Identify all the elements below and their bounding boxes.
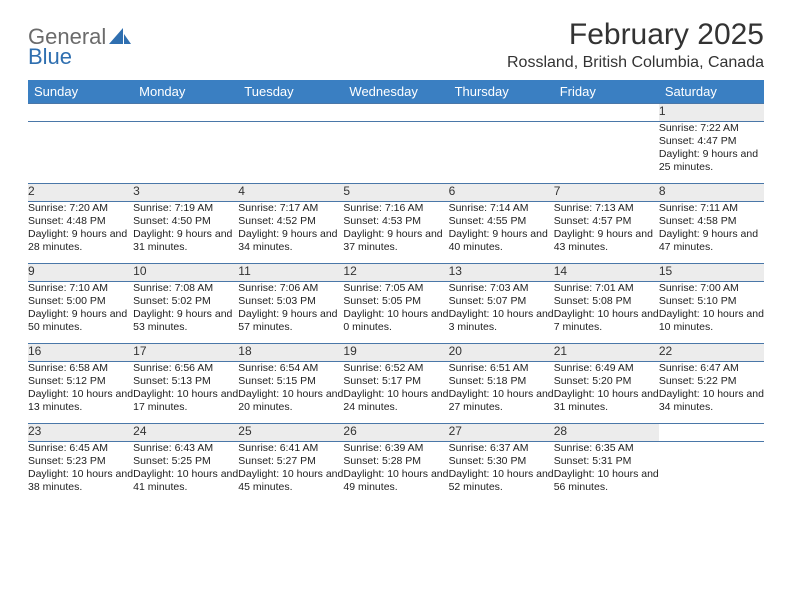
weekday-header: Monday: [133, 80, 238, 104]
day-number-cell: 13: [449, 264, 554, 282]
day-number-cell: [659, 424, 764, 442]
day-number-cell: 7: [554, 184, 659, 202]
day-info-cell: Sunrise: 7:17 AM Sunset: 4:52 PM Dayligh…: [238, 202, 343, 264]
day-number-cell: 15: [659, 264, 764, 282]
day-number-cell: 1: [659, 104, 764, 122]
day-number-row: 2345678: [28, 184, 764, 202]
day-number-cell: 26: [343, 424, 448, 442]
day-info-cell: Sunrise: 7:19 AM Sunset: 4:50 PM Dayligh…: [133, 202, 238, 264]
day-number-cell: 3: [133, 184, 238, 202]
day-number-cell: 12: [343, 264, 448, 282]
weekday-header: Saturday: [659, 80, 764, 104]
day-info-cell: Sunrise: 7:20 AM Sunset: 4:48 PM Dayligh…: [28, 202, 133, 264]
day-number-cell: 19: [343, 344, 448, 362]
day-info-cell: Sunrise: 7:13 AM Sunset: 4:57 PM Dayligh…: [554, 202, 659, 264]
day-info-cell: Sunrise: 7:22 AM Sunset: 4:47 PM Dayligh…: [659, 122, 764, 184]
day-info-cell: Sunrise: 6:58 AM Sunset: 5:12 PM Dayligh…: [28, 362, 133, 424]
day-number-cell: 5: [343, 184, 448, 202]
day-info-cell: [238, 122, 343, 184]
day-info-cell: [133, 122, 238, 184]
day-number-cell: 20: [449, 344, 554, 362]
day-info-cell: Sunrise: 6:45 AM Sunset: 5:23 PM Dayligh…: [28, 442, 133, 504]
weekday-header: Wednesday: [343, 80, 448, 104]
day-number-cell: 16: [28, 344, 133, 362]
day-number-row: 232425262728: [28, 424, 764, 442]
title-block: February 2025 Rossland, British Columbia…: [507, 18, 764, 72]
day-info-cell: Sunrise: 6:47 AM Sunset: 5:22 PM Dayligh…: [659, 362, 764, 424]
weekday-header-row: Sunday Monday Tuesday Wednesday Thursday…: [28, 80, 764, 104]
day-info-cell: Sunrise: 6:35 AM Sunset: 5:31 PM Dayligh…: [554, 442, 659, 504]
day-number-cell: 6: [449, 184, 554, 202]
day-number-cell: [28, 104, 133, 122]
day-info-cell: Sunrise: 6:52 AM Sunset: 5:17 PM Dayligh…: [343, 362, 448, 424]
day-info-cell: Sunrise: 7:10 AM Sunset: 5:00 PM Dayligh…: [28, 282, 133, 344]
day-info-cell: Sunrise: 6:41 AM Sunset: 5:27 PM Dayligh…: [238, 442, 343, 504]
day-number-cell: 11: [238, 264, 343, 282]
day-info-cell: Sunrise: 6:54 AM Sunset: 5:15 PM Dayligh…: [238, 362, 343, 424]
logo-sail-icon: [109, 28, 131, 46]
day-number-cell: [133, 104, 238, 122]
day-number-cell: 9: [28, 264, 133, 282]
day-info-cell: [343, 122, 448, 184]
day-info-cell: Sunrise: 7:06 AM Sunset: 5:03 PM Dayligh…: [238, 282, 343, 344]
day-info-row: Sunrise: 6:45 AM Sunset: 5:23 PM Dayligh…: [28, 442, 764, 504]
day-info-cell: [554, 122, 659, 184]
day-info-cell: Sunrise: 6:39 AM Sunset: 5:28 PM Dayligh…: [343, 442, 448, 504]
weekday-header: Sunday: [28, 80, 133, 104]
day-info-row: Sunrise: 6:58 AM Sunset: 5:12 PM Dayligh…: [28, 362, 764, 424]
day-number-cell: 24: [133, 424, 238, 442]
day-info-cell: Sunrise: 6:43 AM Sunset: 5:25 PM Dayligh…: [133, 442, 238, 504]
weekday-header: Thursday: [449, 80, 554, 104]
day-number-cell: 4: [238, 184, 343, 202]
day-info-cell: Sunrise: 6:51 AM Sunset: 5:18 PM Dayligh…: [449, 362, 554, 424]
day-number-cell: [238, 104, 343, 122]
day-number-row: 9101112131415: [28, 264, 764, 282]
logo-word2: Blue: [28, 44, 72, 70]
day-info-cell: Sunrise: 6:49 AM Sunset: 5:20 PM Dayligh…: [554, 362, 659, 424]
day-info-cell: [449, 122, 554, 184]
day-info-cell: Sunrise: 7:05 AM Sunset: 5:05 PM Dayligh…: [343, 282, 448, 344]
day-number-cell: 2: [28, 184, 133, 202]
day-number-cell: 21: [554, 344, 659, 362]
day-number-cell: [449, 104, 554, 122]
location-text: Rossland, British Columbia, Canada: [507, 54, 764, 72]
header: General February 2025 Rossland, British …: [28, 18, 764, 72]
day-info-cell: [28, 122, 133, 184]
day-info-cell: Sunrise: 7:00 AM Sunset: 5:10 PM Dayligh…: [659, 282, 764, 344]
day-info-row: Sunrise: 7:22 AM Sunset: 4:47 PM Dayligh…: [28, 122, 764, 184]
day-info-cell: Sunrise: 7:14 AM Sunset: 4:55 PM Dayligh…: [449, 202, 554, 264]
day-number-row: 16171819202122: [28, 344, 764, 362]
day-number-cell: 28: [554, 424, 659, 442]
day-number-cell: 14: [554, 264, 659, 282]
day-number-cell: 22: [659, 344, 764, 362]
day-info-row: Sunrise: 7:20 AM Sunset: 4:48 PM Dayligh…: [28, 202, 764, 264]
calendar-table: Sunday Monday Tuesday Wednesday Thursday…: [28, 80, 764, 504]
day-info-cell: Sunrise: 7:01 AM Sunset: 5:08 PM Dayligh…: [554, 282, 659, 344]
day-info-row: Sunrise: 7:10 AM Sunset: 5:00 PM Dayligh…: [28, 282, 764, 344]
day-info-cell: Sunrise: 7:08 AM Sunset: 5:02 PM Dayligh…: [133, 282, 238, 344]
day-number-cell: 17: [133, 344, 238, 362]
day-info-cell: [659, 442, 764, 504]
day-info-cell: Sunrise: 6:56 AM Sunset: 5:13 PM Dayligh…: [133, 362, 238, 424]
weekday-header: Tuesday: [238, 80, 343, 104]
day-number-cell: [343, 104, 448, 122]
day-number-cell: 10: [133, 264, 238, 282]
day-info-cell: Sunrise: 7:16 AM Sunset: 4:53 PM Dayligh…: [343, 202, 448, 264]
day-number-cell: 25: [238, 424, 343, 442]
day-info-cell: Sunrise: 7:11 AM Sunset: 4:58 PM Dayligh…: [659, 202, 764, 264]
day-number-cell: 27: [449, 424, 554, 442]
day-number-cell: 8: [659, 184, 764, 202]
day-info-cell: Sunrise: 7:03 AM Sunset: 5:07 PM Dayligh…: [449, 282, 554, 344]
month-title: February 2025: [507, 18, 764, 52]
day-number-cell: [554, 104, 659, 122]
weekday-header: Friday: [554, 80, 659, 104]
day-number-cell: 18: [238, 344, 343, 362]
day-info-cell: Sunrise: 6:37 AM Sunset: 5:30 PM Dayligh…: [449, 442, 554, 504]
day-number-row: 1: [28, 104, 764, 122]
day-number-cell: 23: [28, 424, 133, 442]
